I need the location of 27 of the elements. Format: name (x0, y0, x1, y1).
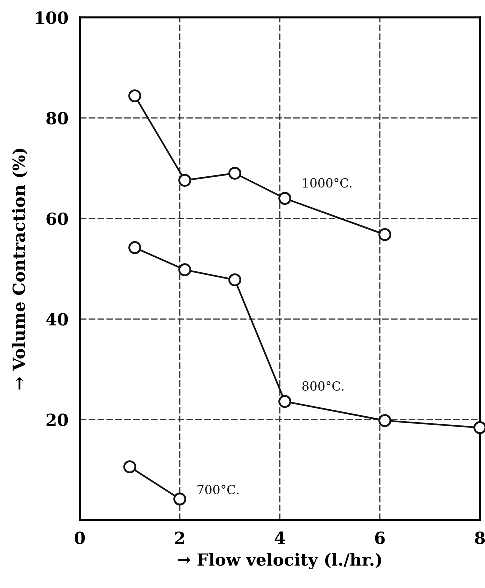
y-tick-label: 100 (36, 12, 68, 24)
y-tick-label: 60 (46, 212, 68, 226)
y-tick-label: 40 (46, 313, 68, 326)
x-axis-title: → Flow velocity (l./hr.) (178, 553, 382, 570)
series-label: 1000°C. (303, 178, 352, 188)
point (278, 395, 292, 408)
x-tick-label: 2 (175, 532, 184, 544)
point (178, 264, 192, 276)
point (178, 174, 192, 187)
series-label: 700°C. (198, 485, 239, 495)
x-tick-label: 0 (75, 532, 86, 544)
y-tick-label: 20 (46, 414, 68, 426)
point (128, 90, 142, 103)
point (174, 492, 187, 506)
point (228, 167, 242, 180)
point (128, 241, 142, 254)
point (378, 414, 392, 428)
series-label: 800°C. (302, 382, 344, 391)
point (378, 228, 392, 242)
y-tick-label: 80 (46, 112, 68, 125)
point (278, 192, 292, 206)
x-tick-label: 4 (274, 532, 286, 544)
y-axis-title: → Volume Contraction (%) (12, 148, 28, 390)
x-tick-label: 6 (375, 532, 386, 544)
point (228, 274, 242, 287)
point (124, 460, 136, 474)
x-tick-label: 8 (475, 532, 485, 544)
